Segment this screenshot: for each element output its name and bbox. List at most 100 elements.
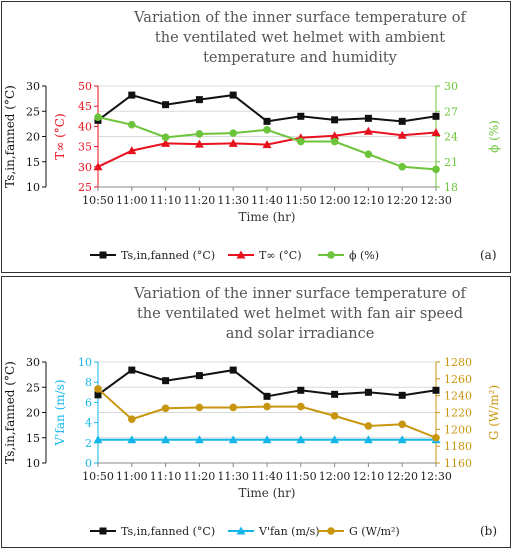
data-point xyxy=(162,377,170,385)
data-point xyxy=(364,388,372,396)
y-tick-label-right: 1240 xyxy=(444,390,472,403)
y-tick-label-secondary: 8 xyxy=(85,376,92,389)
data-point xyxy=(195,96,203,104)
data-point xyxy=(128,366,136,374)
x-tick-label: 11:30 xyxy=(217,194,249,207)
y-tick-label-secondary: 45 xyxy=(78,100,92,113)
data-point xyxy=(94,391,102,399)
legend-label: Ts,in,fanned (°C) xyxy=(121,525,215,538)
data-point xyxy=(432,433,440,442)
data-point xyxy=(161,404,170,413)
legend-label: ϕ (%) xyxy=(349,249,379,262)
data-point xyxy=(297,402,305,411)
data-point xyxy=(262,435,272,444)
x-tick-label: 10:50 xyxy=(82,470,114,483)
data-point xyxy=(363,126,373,135)
data-point xyxy=(229,91,237,99)
panel-label: (a) xyxy=(480,248,497,262)
data-point xyxy=(194,139,204,148)
legend-marker xyxy=(99,251,107,259)
data-point xyxy=(364,150,373,158)
data-point xyxy=(128,120,136,129)
x-tick-label: 12:30 xyxy=(420,194,452,207)
y-tick-label-secondary: 6 xyxy=(85,396,92,409)
x-tick-label: 11:40 xyxy=(251,470,283,483)
y-tick-label-secondary: 0 xyxy=(85,457,92,470)
data-point xyxy=(398,391,406,399)
x-tick-label: 11:00 xyxy=(116,470,148,483)
y-tick-label-secondary: 35 xyxy=(78,141,92,154)
legend-marker xyxy=(327,251,335,259)
data-point xyxy=(161,138,171,147)
data-point xyxy=(432,165,440,174)
y-tick-label-ts: 15 xyxy=(26,156,40,169)
y-tick-label-ts: 10 xyxy=(26,181,40,194)
data-point xyxy=(398,420,407,429)
x-tick-label: 11:10 xyxy=(150,470,182,483)
y-tick-label-secondary: 4 xyxy=(85,417,92,430)
y-tick-label-secondary: 40 xyxy=(78,120,92,133)
y-tick-label-secondary: 2 xyxy=(85,437,92,450)
x-tick-label: 12:00 xyxy=(319,470,351,483)
data-point xyxy=(93,162,103,171)
y-tick-label-right: 1260 xyxy=(444,373,472,386)
x-axis-title: Time (hr) xyxy=(239,486,296,500)
data-point xyxy=(194,435,204,444)
data-point xyxy=(363,435,373,444)
data-point xyxy=(162,101,170,109)
y-axis-title-secondary: V'fan (m/s) xyxy=(53,379,67,446)
x-tick-label: 10:50 xyxy=(82,194,114,207)
y-tick-label-right: 1280 xyxy=(444,356,472,369)
x-tick-label: 11:20 xyxy=(184,194,216,207)
legend-marker xyxy=(327,527,335,535)
data-point xyxy=(432,386,440,394)
data-point xyxy=(432,112,440,120)
data-point xyxy=(297,112,305,120)
y-tick-label-right: 1180 xyxy=(444,440,472,453)
y-tick-label-secondary: 50 xyxy=(78,80,92,93)
x-tick-label: 11:00 xyxy=(116,194,148,207)
data-point xyxy=(331,390,339,398)
y-axis-title-right: ϕ (%) xyxy=(487,120,501,153)
data-point xyxy=(330,412,339,420)
x-tick-label: 11:30 xyxy=(217,470,249,483)
x-tick-label: 11:50 xyxy=(285,470,317,483)
data-point xyxy=(195,130,204,138)
x-tick-label: 12:10 xyxy=(353,470,385,483)
chart-title-line: the ventilated wet helmet with fan air s… xyxy=(137,306,463,322)
legend-label: G (W/m²) xyxy=(349,525,400,538)
y-tick-label-ts: 25 xyxy=(26,381,40,394)
y-axis-title-ts: Ts,in,fanned (°C) xyxy=(3,85,17,188)
data-point xyxy=(431,127,441,136)
data-point xyxy=(161,133,170,142)
data-point xyxy=(364,422,373,430)
x-tick-label: 12:20 xyxy=(386,470,418,483)
chart-title-line: temperature and humidity xyxy=(203,50,398,66)
x-tick-label: 11:40 xyxy=(251,194,283,207)
data-point xyxy=(128,415,136,424)
data-point xyxy=(127,435,137,444)
x-tick-label: 12:10 xyxy=(353,194,385,207)
data-point xyxy=(330,137,339,146)
y-tick-label-ts: 20 xyxy=(26,407,40,420)
y-tick-label-right: 24 xyxy=(444,131,458,144)
legend-label: T∞ (°C) xyxy=(259,249,302,262)
y-tick-label-right: 30 xyxy=(444,80,458,93)
y-tick-label-right: 21 xyxy=(444,156,458,169)
legend-marker xyxy=(99,527,107,535)
data-point xyxy=(263,402,271,411)
y-tick-label-right: 1220 xyxy=(444,407,472,420)
data-point xyxy=(229,403,237,412)
data-point xyxy=(228,138,238,147)
y-tick-label-ts: 25 xyxy=(26,105,40,118)
y-axis-title-ts: Ts,in,fanned (°C) xyxy=(3,361,17,464)
data-point xyxy=(127,146,137,155)
y-tick-label-right: 18 xyxy=(444,181,458,194)
data-point xyxy=(397,435,407,444)
x-tick-label: 12:30 xyxy=(420,470,452,483)
data-point xyxy=(330,435,340,444)
data-point xyxy=(229,129,237,137)
panel-a: Variation of the inner surface temperatu… xyxy=(3,10,501,262)
data-point xyxy=(94,113,102,121)
